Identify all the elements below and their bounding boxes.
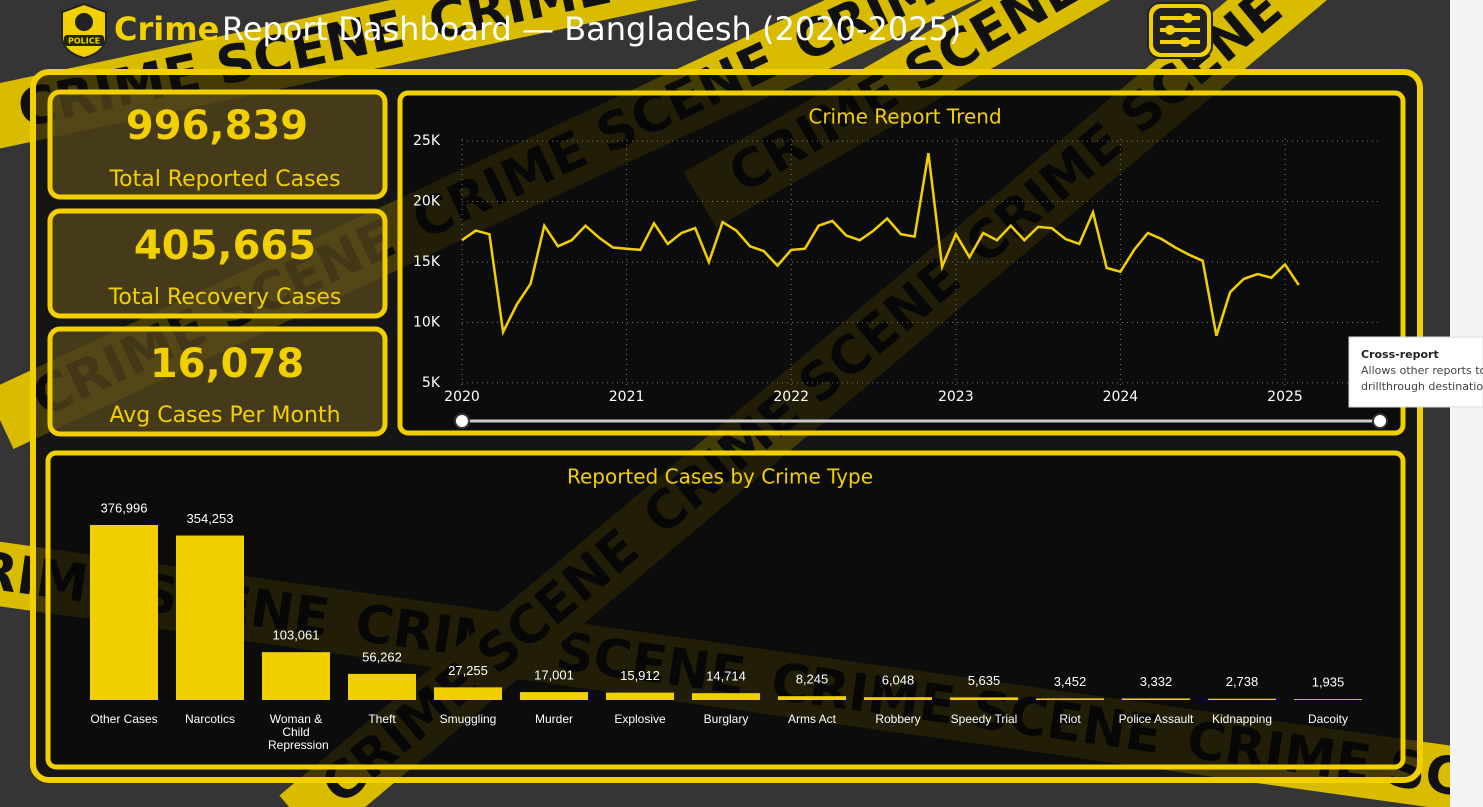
x-tick-label: Kidnapping [1211, 712, 1273, 726]
chart-title: Crime Report Trend [808, 105, 1001, 129]
tape-band [0, 0, 1454, 152]
title: Report Dashboard — Bangladesh (2020-2025… [222, 10, 961, 48]
tooltip-title: Cross-report [1361, 348, 1439, 361]
kpi-label: Avg Cases Per Month [109, 403, 340, 428]
bar [692, 693, 760, 700]
y-tick-label: 5K [422, 375, 441, 391]
bar [176, 535, 244, 700]
x-tick-label: 2025 [1267, 389, 1303, 405]
y-tick-label: 25K [413, 133, 441, 149]
x-tick-label: 2024 [1103, 389, 1139, 405]
data-label: 103,061 [273, 628, 320, 643]
data-label: 15,912 [620, 668, 660, 683]
x-tick-label: Dacoity [1307, 712, 1348, 726]
bar [950, 697, 1018, 700]
x-tick-label: Woman & Child Repression [268, 712, 329, 752]
data-label: 1,935 [1312, 675, 1345, 690]
bar [864, 697, 932, 700]
kpi-value: 405,665 [134, 223, 316, 269]
trend-line [461, 152, 1300, 337]
data-label: 8,245 [796, 672, 829, 687]
data-label: 2,738 [1226, 674, 1259, 689]
y-tick-label: 15K [413, 254, 441, 270]
data-label: 3,332 [1140, 674, 1173, 689]
x-tick-label: 2020 [444, 389, 480, 405]
kpi-card [47, 326, 388, 437]
x-tick-label: 2023 [938, 389, 974, 405]
data-label: 5,635 [968, 673, 1001, 688]
x-tick-label: Police Assault [1118, 712, 1194, 726]
bar [262, 652, 330, 700]
x-tick-label: 2021 [609, 389, 645, 405]
data-label: 6,048 [882, 673, 915, 688]
kpi-label: Total Reported Cases [108, 167, 340, 192]
x-tick-label: Explosive [614, 712, 666, 726]
bar [90, 525, 158, 700]
kpi-card [47, 208, 388, 319]
bar [1122, 698, 1190, 700]
x-tick-label: Speedy Trial [950, 712, 1018, 726]
chart-title: Reported Cases by Crime Type [567, 465, 873, 489]
title-accent: Crime [114, 10, 219, 48]
x-tick-label: Theft [368, 712, 396, 726]
tooltip [1348, 336, 1483, 408]
tooltip-line: drillthrough destination [1361, 380, 1483, 393]
x-tick-label: Robbery [875, 712, 921, 726]
data-label: 56,262 [362, 649, 402, 664]
bar [1208, 698, 1276, 700]
slider-handle[interactable] [454, 413, 470, 429]
bar [606, 692, 674, 700]
x-tick-label: Narcotics [184, 712, 235, 726]
data-label: 3,452 [1054, 674, 1087, 689]
x-tick-label: 2022 [773, 389, 809, 405]
x-tick-label: Riot [1059, 712, 1081, 726]
kpi-label: Total Recovery Cases [108, 285, 342, 310]
slider-handle[interactable] [1372, 413, 1388, 429]
tooltip-line: Allows other reports to [1361, 364, 1483, 377]
kpi-value: 996,839 [126, 103, 308, 149]
x-tick-label: Murder [534, 712, 573, 726]
bar [1294, 699, 1362, 700]
data-label: 27,255 [448, 663, 488, 678]
x-tick-label: Burglary [703, 712, 749, 726]
police-badge: POLICE [61, 2, 107, 60]
y-tick-label: 20K [413, 194, 441, 210]
x-tick-label: Smuggling [439, 712, 497, 726]
kpi-card [47, 89, 388, 200]
bar [434, 687, 502, 700]
bar [520, 692, 588, 700]
bar [348, 673, 416, 700]
kpi-value: 16,078 [150, 341, 304, 387]
x-tick-label: Arms Act [787, 712, 836, 726]
data-label: 354,253 [187, 511, 234, 526]
x-tick-label: Other Cases [90, 712, 158, 726]
bar [778, 696, 846, 700]
line-panel [397, 90, 1406, 436]
data-label: 17,001 [534, 668, 574, 683]
filter-button[interactable] [1147, 2, 1213, 59]
data-label: 376,996 [101, 500, 148, 515]
y-tick-label: 10K [413, 314, 441, 330]
bar [1036, 698, 1104, 700]
badge-text: POLICE [68, 37, 100, 46]
data-label: 14,714 [706, 669, 746, 684]
